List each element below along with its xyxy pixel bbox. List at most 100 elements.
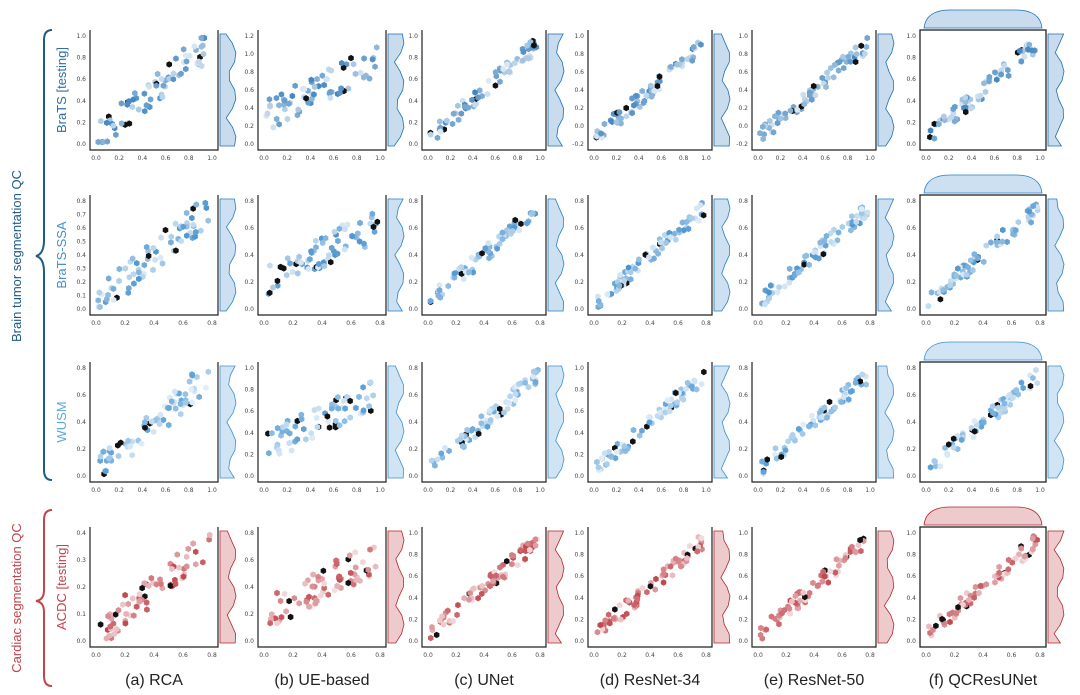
hexbin-cell [183, 553, 190, 560]
y-tick-label: 0.0 [906, 306, 916, 313]
hexbin-cell [500, 65, 506, 73]
right-marginal-density [713, 530, 731, 644]
hexbin-cell [812, 254, 819, 261]
hexbin-cell [625, 264, 632, 271]
hexbin-cell [267, 102, 273, 109]
y-tick-label: 0.6 [906, 225, 916, 232]
x-tick-label: 0.4 [306, 155, 316, 162]
y-tick-label: 0.0 [76, 141, 86, 148]
hexbin-cell [131, 612, 137, 619]
x-tick-label: 0.6 [329, 155, 339, 162]
y-tick-label: 0.6 [574, 408, 584, 415]
x-tick-label: 0.6 [329, 487, 339, 494]
y-tick-label: 0.4 [906, 98, 916, 105]
hexbin-cell [1018, 379, 1025, 386]
x-tick-label: 0.6 [1007, 320, 1017, 327]
y-tick-label: 0.2 [76, 446, 86, 453]
hexbin-cell [522, 379, 528, 386]
y-tick-label: 0.0 [408, 473, 418, 480]
y-tick-label: 0.2 [76, 279, 86, 286]
hexbin-cell [141, 90, 148, 97]
hexbin-cell [504, 405, 511, 413]
y-tick-label: 0.2 [244, 279, 254, 286]
x-tick-label: 0.8 [184, 487, 194, 494]
x-tick-label: 1.0 [375, 487, 385, 494]
hexbin-cell [762, 301, 768, 308]
hexbin-cell [977, 582, 984, 590]
hexbin-cell [203, 204, 210, 212]
hexbin-cell [429, 623, 435, 631]
panel-r0-c2: 0.0 0.2 0.4 0.6 0.8 1.0 0.0 0.2 0.4 0.6 0.8 1.0 [408, 30, 565, 162]
hexbin-cell [479, 250, 485, 257]
hexbin-cell [821, 237, 828, 245]
hexbin-cell [427, 297, 434, 305]
y-tick-label: 1.0 [574, 33, 584, 40]
hexbin-cell [333, 417, 339, 425]
hexbin-cell [1026, 208, 1032, 215]
x-tick-label: 0.8 [1012, 155, 1022, 162]
hexbin-cell [852, 44, 859, 51]
hexbin-cell [458, 263, 464, 271]
x-tick-label: 0.6 [490, 155, 500, 162]
y-tick-label: 0.6 [244, 557, 254, 564]
hexbin-cell [160, 82, 167, 89]
column-title: (e) ResNet-50 [764, 672, 865, 689]
x-tick-label: 0.8 [701, 652, 711, 659]
hexbin-cell [177, 400, 184, 408]
hexbin-cell [694, 205, 700, 212]
y-tick-label: 0.0 [574, 473, 584, 480]
x-tick-label: 0.4 [149, 320, 159, 327]
y-tick-label: 0.4 [738, 419, 748, 426]
panel-r2-c2: 0.0 0.2 0.4 0.6 0.8 1.0 0.0 0.2 0.4 0.6 0.8 [408, 362, 565, 494]
x-tick-label: 0.4 [978, 652, 988, 659]
hexbin-cell [501, 409, 507, 416]
y-tick-label: 0.8 [738, 51, 748, 58]
hexbin-cell [766, 289, 772, 296]
hexbin-cell [98, 117, 104, 125]
hexbin-cell [123, 610, 129, 618]
hexbin-cell [335, 237, 341, 245]
hexbin-cell [433, 631, 440, 639]
hexbin-cell [953, 272, 960, 279]
hexbin-cell [845, 53, 851, 60]
hexbin-cell [168, 233, 175, 240]
hexbin-cell [643, 92, 649, 99]
hexbin-cell [604, 291, 611, 298]
hexbin-cell [198, 227, 204, 234]
hexbin-cell [127, 443, 133, 450]
hexbin-cell [487, 572, 494, 580]
hexbin-cell [782, 110, 788, 117]
hexbin-cell [482, 245, 489, 252]
hexbin-cell [820, 568, 826, 575]
x-tick-label: 0.8 [513, 155, 523, 162]
hexbin-cell [655, 250, 661, 257]
hexbin-cell [630, 426, 637, 434]
y-tick-label: 0.8 [738, 365, 748, 372]
hexbin-cell [124, 101, 131, 108]
hexbin-cell [134, 260, 140, 267]
hexbin-cell [122, 620, 129, 627]
hexbin-cell [820, 251, 827, 258]
hexbin-cell [361, 74, 367, 81]
hexbin-cell [948, 114, 954, 121]
hexbin-cell [625, 597, 631, 604]
hexbin-cell [786, 265, 793, 272]
hexbin-cell [166, 404, 172, 412]
hexbin-cell [335, 405, 341, 412]
x-tick-label: 0.2 [114, 155, 124, 162]
hexbin-cell [499, 236, 506, 243]
x-tick-label: 0.0 [589, 652, 599, 659]
hexbin-cell [131, 280, 137, 287]
x-tick-label: 0.8 [207, 652, 217, 659]
hexbin-cell [444, 117, 450, 124]
hexbin-cell [306, 593, 312, 600]
hexbin-cell [315, 573, 321, 580]
hexbin-cell [927, 127, 934, 134]
hexbin-cell [785, 438, 791, 445]
axes-frame [587, 30, 713, 151]
y-tick-label: 0.0 [244, 473, 254, 480]
hexbin-cell [659, 245, 665, 252]
hexbin-cell [294, 436, 300, 443]
hexbin-cell [450, 110, 457, 117]
hexbin-cell [786, 605, 793, 612]
